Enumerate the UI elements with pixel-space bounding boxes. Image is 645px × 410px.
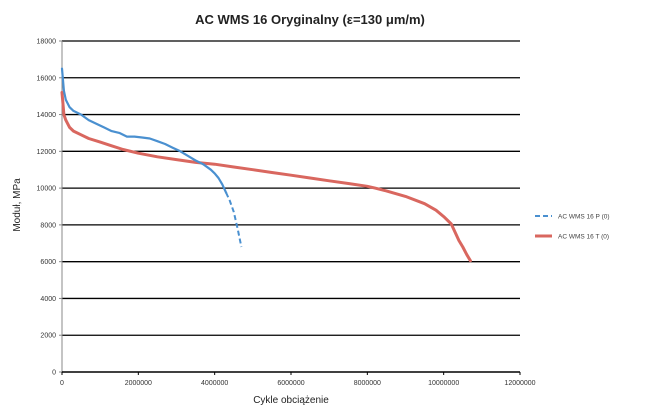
y-tick-label: 16000 <box>37 75 57 82</box>
x-tick-label: 2000000 <box>125 380 152 387</box>
y-tick-label: 6000 <box>40 259 56 266</box>
x-tick-label: 0 <box>60 380 64 387</box>
y-axis-label: Moduł, MPa <box>12 178 23 232</box>
x-tick-label: 6000000 <box>277 380 304 387</box>
series-line-t <box>60 91 472 263</box>
gridlines <box>59 40 521 375</box>
x-tick-label: 10000000 <box>428 380 459 387</box>
y-tick-labels: 0 2000 4000 6000 8000 10000 12000 14000 16000 180… <box>37 39 57 377</box>
x-tick-label: 8000000 <box>354 380 381 387</box>
y-tick-label: 2000 <box>40 333 56 340</box>
legend: AC WMS 16 P (0) AC WMS 16 T (0) <box>535 214 610 241</box>
y-tick-label: 12000 <box>37 149 57 156</box>
x-tick-label: 4000000 <box>201 380 228 387</box>
y-tick-label: 10000 <box>37 186 57 193</box>
series-line-p-dashed <box>225 192 243 248</box>
chart-title: AC WMS 16 Oryginalny (ε=130 μm/m) <box>195 12 425 27</box>
y-tick-label: 0 <box>52 370 56 377</box>
x-axis-label: Cykle obciążenie <box>253 395 329 406</box>
legend-label-p: AC WMS 16 P (0) <box>558 214 610 221</box>
y-tick-label: 14000 <box>37 112 57 119</box>
y-tick-label: 8000 <box>40 222 56 229</box>
y-tick-label: 4000 <box>40 296 56 303</box>
x-tick-labels: 0 2000000 4000000 6000000 8000000 10000000 120… <box>60 380 536 387</box>
legend-label-t: AC WMS 16 T (0) <box>558 234 609 241</box>
y-tick-label: 18000 <box>37 39 57 46</box>
series-line-p-solid <box>60 67 228 194</box>
series-lines <box>60 67 472 263</box>
x-tick-label: 12000000 <box>504 380 535 387</box>
